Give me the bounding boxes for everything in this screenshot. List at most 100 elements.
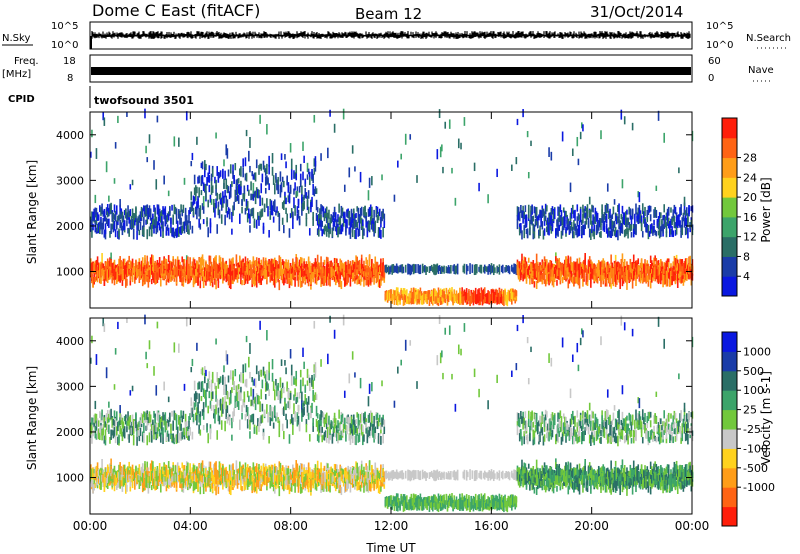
power-echo: [489, 297, 492, 304]
power-echo: [241, 198, 243, 206]
power-echo: [329, 222, 331, 234]
power-echo: [355, 219, 357, 228]
power-echo: [518, 211, 521, 222]
power-echo: [163, 273, 165, 280]
power-echo: [174, 206, 177, 215]
power-echo: [91, 129, 93, 138]
power-echo: [257, 190, 259, 199]
power-echo: [334, 258, 337, 266]
power-echo: [185, 259, 188, 270]
power-echo: [374, 256, 377, 268]
power-echo: [621, 223, 624, 234]
power-echo: [278, 255, 281, 261]
power-echo: [587, 220, 590, 228]
power-echo: [303, 194, 305, 200]
power-echo: [515, 291, 518, 302]
power-echo: [367, 275, 370, 285]
power-echo: [283, 264, 285, 275]
power-echo: [124, 208, 127, 219]
power-echo: [596, 212, 599, 222]
power-echo: [529, 226, 531, 236]
power-echo: [635, 224, 637, 236]
power-echo: [235, 269, 238, 278]
power-echo: [446, 267, 449, 274]
power-echo: [394, 265, 397, 273]
power-echo: [113, 214, 116, 220]
power-echo: [132, 228, 135, 240]
power-echo: [155, 264, 158, 276]
power-echo: [235, 254, 238, 265]
power-echo: [532, 223, 535, 234]
power-echo: [199, 209, 202, 220]
power-echo: [305, 217, 308, 227]
power-echo: [451, 167, 453, 174]
power-echo: [96, 212, 99, 221]
power-echo: [318, 213, 320, 225]
power-echo: [327, 212, 329, 221]
power-echo: [399, 295, 401, 301]
power-echo: [208, 271, 211, 282]
power-echo: [327, 274, 329, 281]
power-echo: [245, 266, 248, 273]
power-echo: [268, 259, 270, 265]
power-echo: [159, 278, 162, 287]
power-echo: [354, 230, 356, 239]
power-echo: [356, 221, 358, 228]
power-echo: [356, 278, 358, 285]
power-echo: [332, 224, 335, 231]
power-echo: [129, 277, 132, 286]
power-echo: [452, 297, 454, 304]
power-echo: [508, 290, 511, 302]
power-echo: [391, 294, 393, 304]
power-echo: [445, 266, 448, 274]
power-echo: [182, 221, 185, 231]
power-echo: [297, 276, 300, 287]
power-echo: [229, 271, 232, 282]
power-echo: [655, 210, 658, 218]
power-echo: [428, 266, 431, 273]
power-echo: [113, 259, 116, 269]
power-echo: [296, 269, 299, 281]
power-echo: [312, 273, 314, 283]
power-echo: [395, 287, 398, 298]
power-echo: [400, 264, 403, 273]
power-echo: [147, 271, 150, 277]
power-echo: [211, 185, 214, 193]
power-echo: [512, 267, 514, 273]
power-echo: [334, 212, 337, 222]
power-echo: [533, 281, 536, 288]
power-echo: [378, 208, 381, 217]
power-echo: [114, 229, 117, 238]
power-echo: [190, 272, 193, 281]
power-echo: [346, 209, 348, 217]
power-echo: [156, 260, 159, 269]
power-echo: [238, 168, 241, 176]
power-echo: [488, 291, 491, 301]
power-echo: [372, 263, 374, 271]
power-echo: [242, 193, 244, 200]
power-echo: [303, 270, 305, 277]
power-echo: [551, 224, 554, 232]
power-echo: [103, 229, 106, 238]
power-echo: [586, 204, 589, 214]
power-echo: [259, 268, 261, 279]
power-echo: [476, 264, 478, 274]
power-echo: [308, 171, 311, 179]
power-echo: [111, 263, 114, 269]
power-echo: [277, 268, 279, 279]
power-echo: [95, 207, 98, 218]
power-echo: [328, 268, 330, 274]
power-echo: [578, 277, 581, 289]
nave-tick-top: 60: [708, 56, 721, 67]
power-echo: [294, 269, 296, 276]
power-echo: [407, 263, 409, 275]
power-echo: [424, 265, 426, 273]
power-echo: [104, 223, 107, 235]
power-echo: [238, 255, 241, 265]
power-echo: [532, 274, 535, 284]
power-echo: [334, 279, 337, 286]
power-echo: [680, 204, 682, 216]
power-echo: [263, 261, 266, 269]
power-echo: [201, 270, 204, 277]
power-echo: [349, 217, 352, 226]
